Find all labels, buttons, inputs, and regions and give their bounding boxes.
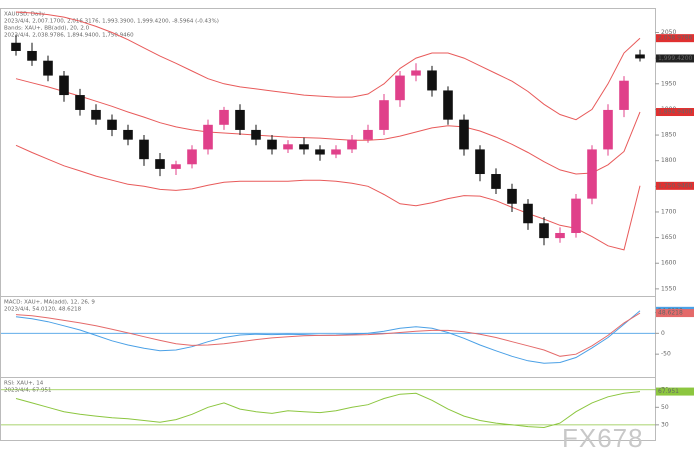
value-marker <box>656 108 694 117</box>
series-line <box>15 312 641 357</box>
candle-body <box>91 109 101 120</box>
y-tick-label: 1700 <box>661 208 676 215</box>
series-line <box>15 11 641 121</box>
series-line <box>15 144 641 251</box>
candle-body <box>395 75 405 101</box>
candle-body <box>155 159 165 169</box>
candle-body <box>491 174 501 189</box>
candle-body <box>315 149 325 155</box>
candle-body <box>75 95 85 110</box>
candle-body <box>555 232 565 239</box>
candle-body <box>11 42 21 51</box>
y-tick-label: 1800 <box>661 157 676 164</box>
value-marker <box>656 387 694 396</box>
candle-body <box>251 129 261 140</box>
candle-body <box>571 198 581 233</box>
chart-subtitle: 2023/4/4, 2,007.1700, 2,016.3176, 1,993.… <box>4 19 219 25</box>
candle-body <box>347 139 357 150</box>
value-marker-label: 1,999.4200 <box>658 55 693 62</box>
candle-body <box>587 149 597 199</box>
value-marker-label: 67.951 <box>658 388 679 395</box>
value-marker <box>656 34 694 43</box>
candle-body <box>171 164 181 169</box>
y-tick-label: 0 <box>661 330 665 337</box>
candle-body <box>43 60 53 76</box>
candle-body <box>219 109 229 125</box>
candle-body <box>507 188 517 204</box>
candle-body <box>299 144 309 150</box>
frame <box>0 8 656 441</box>
candle-body <box>187 149 197 165</box>
candle-body <box>107 119 117 130</box>
candle-body <box>475 149 485 175</box>
candle-body <box>59 75 69 96</box>
value-marker-label: 2,038.9786 <box>658 35 693 42</box>
candle-body <box>235 109 245 130</box>
legend-line: RSI: XAU+, 14 <box>4 381 44 387</box>
value-marker-label: 48.6218 <box>658 310 683 317</box>
y-tick-label: 1550 <box>661 285 676 292</box>
candle-body <box>427 70 437 91</box>
candle-body <box>27 50 37 61</box>
y-tick-label: 1850 <box>661 132 676 139</box>
legend-line: MACD: XAU+, MA(add), 12, 26, 9 <box>4 300 95 306</box>
legend-line: 2023/4/4, 67.951 <box>4 388 51 394</box>
watermark: FX678 <box>562 423 644 453</box>
legend-line: 2023/4/4, 54.0120, 48.6218 <box>4 307 82 313</box>
value-marker <box>656 54 694 63</box>
y-tick-label: 2050 <box>661 29 676 36</box>
candle-body <box>539 223 549 239</box>
candle-body <box>283 144 293 150</box>
candle-body <box>635 54 645 59</box>
candle-body <box>267 139 277 150</box>
candle-body <box>619 80 629 110</box>
y-tick-label: 50 <box>661 404 669 411</box>
legend-line: Bands: XAU+, BB(add), 20, 2.0 <box>4 26 90 32</box>
y-tick-label: -50 <box>661 351 671 358</box>
candle-body <box>459 119 469 150</box>
candle-body <box>523 203 533 224</box>
candle-body <box>203 124 213 150</box>
value-marker-label: 1,894.9400 <box>658 109 693 116</box>
legend-line: 2023/4/4, 2,038.9786, 1,894.9400, 1,750.… <box>4 33 134 39</box>
candle-body <box>363 129 373 140</box>
value-marker <box>656 309 694 318</box>
series-line <box>15 78 641 175</box>
value-marker <box>656 181 694 190</box>
candle-body <box>123 129 133 140</box>
candle-body <box>603 109 613 150</box>
candle-body <box>411 70 421 76</box>
y-tick-label: 1950 <box>661 80 676 87</box>
candle-body <box>331 149 341 155</box>
candle-body <box>443 90 453 120</box>
candle-body <box>379 100 389 130</box>
series-line <box>15 391 641 429</box>
y-tick-label: 1600 <box>661 260 676 267</box>
y-tick-label: 1650 <box>661 234 676 241</box>
chart-title: XAUUSD, Daily <box>4 12 45 18</box>
y-tick-label: 30 <box>661 421 669 428</box>
candle-body <box>139 139 149 160</box>
value-marker-label: 1,750.9460 <box>658 182 693 189</box>
